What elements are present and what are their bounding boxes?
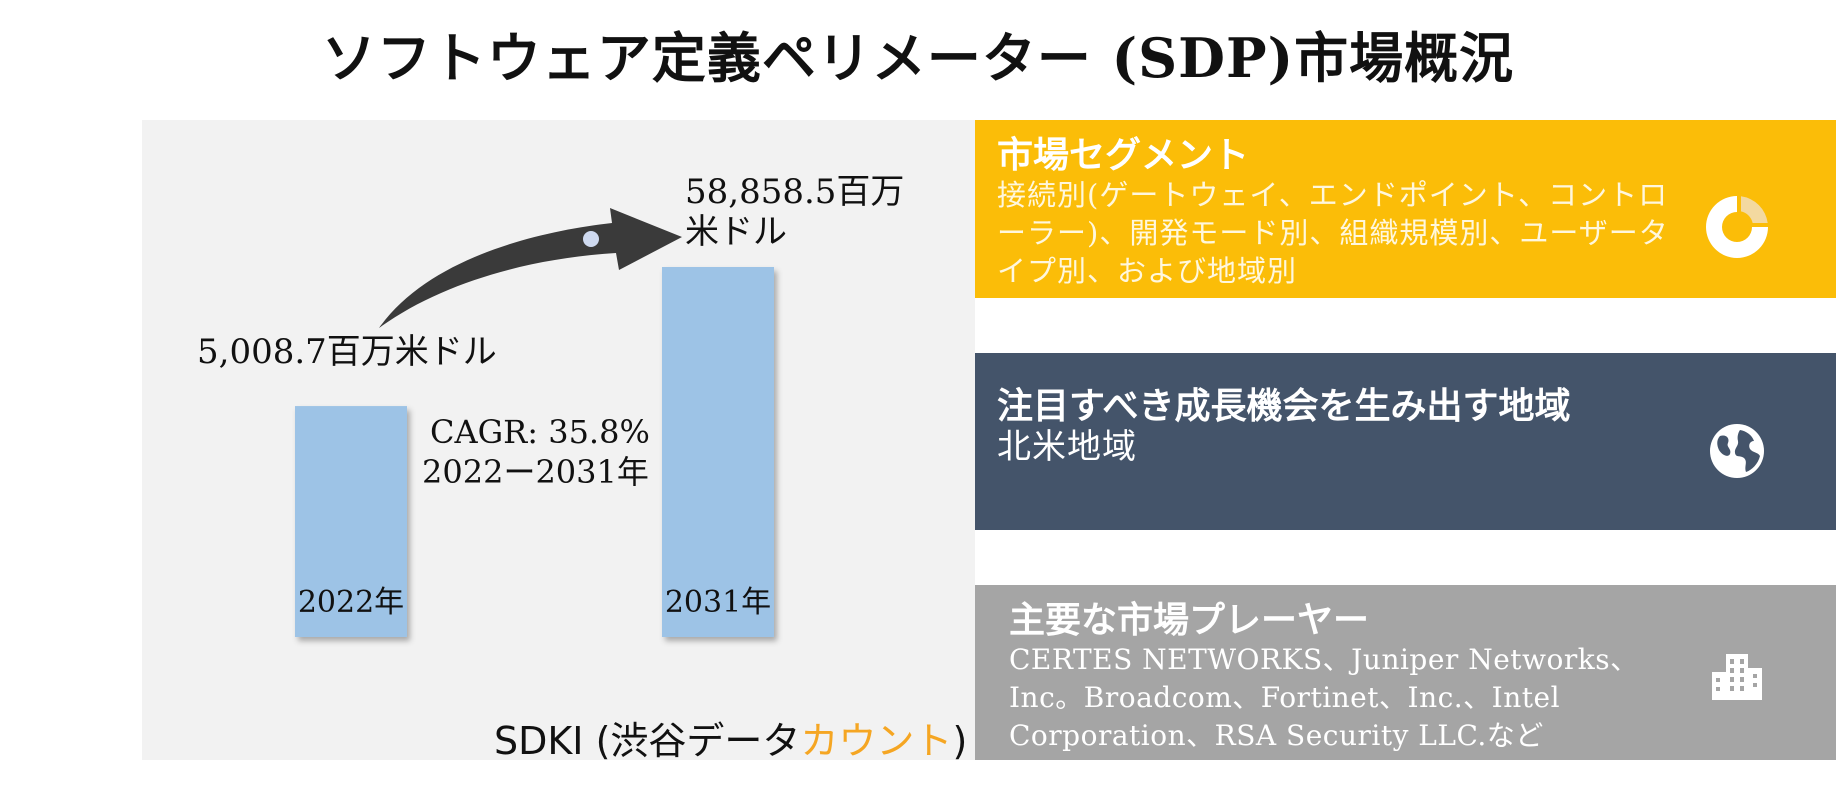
page-title: ソフトウェア定義ペリメーター (SDP)市場概況 <box>321 26 1515 90</box>
growth-arrow <box>379 208 682 328</box>
globe-icon <box>1710 424 1764 478</box>
value-label-2031: 58,858.5百万 米ドル <box>685 172 915 252</box>
key-players-heading: 主要な市場プレーヤー <box>1009 599 1370 641</box>
cagr-period: 2022ー2031年 <box>422 453 649 491</box>
growth-region-panel: 注目すべき成長機会を生み出す地域 北米地域 <box>975 353 1836 530</box>
source-prefix: SDKI (渋谷データ <box>494 719 801 763</box>
key-players-body: CERTES NETWORKS、Juniper Networks、Inc。Bro… <box>1009 643 1639 752</box>
value-label-2022: 5,008.7百万米ドル <box>197 332 497 372</box>
bar-chart <box>295 208 774 637</box>
market-segment-body: 接続別(ゲートウェイ、エンドポイント、コントローラー)、開発モード別、組織規模別… <box>997 178 1669 288</box>
cagr-value: CAGR: 35.8% <box>430 413 650 451</box>
chart-panel: 5,008.7百万米ドル 58,858.5百万 米ドル CAGR: 35.8% … <box>142 120 975 763</box>
arrow-dot <box>583 231 599 247</box>
bar-2022年 <box>295 406 407 637</box>
cagr-annotation: CAGR: 35.8% 2022ー2031年 <box>422 412 650 492</box>
bar-year-label-2031: 2031年 <box>664 585 772 620</box>
growth-region-body: 北米地域 <box>997 427 1137 467</box>
growth-region-heading: 注目すべき成長機会を生み出す地域 <box>997 385 1571 427</box>
market-segment-heading: 市場セグメント <box>997 134 1250 176</box>
source-highlight: カウント <box>800 719 953 763</box>
value-label-2031-line1: 58,858.5百万 <box>685 172 905 212</box>
source-credit: SDKI (渋谷データカウント) <box>494 710 967 765</box>
market-segment-panel: 市場セグメント 接続別(ゲートウェイ、エンドポイント、コントローラー)、開発モー… <box>975 120 1836 298</box>
source-suffix: ) <box>952 719 968 763</box>
value-label-2031-line2: 米ドル <box>685 212 787 252</box>
key-players-panel: 主要な市場プレーヤー CERTES NETWORKS、Juniper Netwo… <box>975 585 1836 760</box>
bar-2031年 <box>662 267 774 637</box>
building-icon <box>1712 654 1762 700</box>
bar-year-label-2022: 2022年 <box>297 585 405 620</box>
donut-chart-icon <box>1706 196 1768 258</box>
